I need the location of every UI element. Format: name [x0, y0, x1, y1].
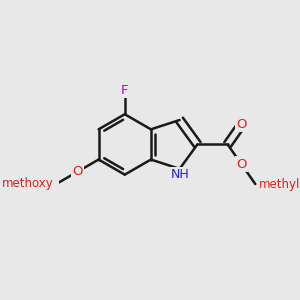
Text: methyl: methyl [259, 178, 300, 190]
Text: O: O [236, 158, 247, 171]
Text: O: O [72, 165, 83, 178]
Text: O: O [236, 118, 247, 131]
Text: F: F [121, 84, 128, 97]
Text: NH: NH [170, 168, 189, 181]
Text: methoxy: methoxy [2, 177, 54, 190]
